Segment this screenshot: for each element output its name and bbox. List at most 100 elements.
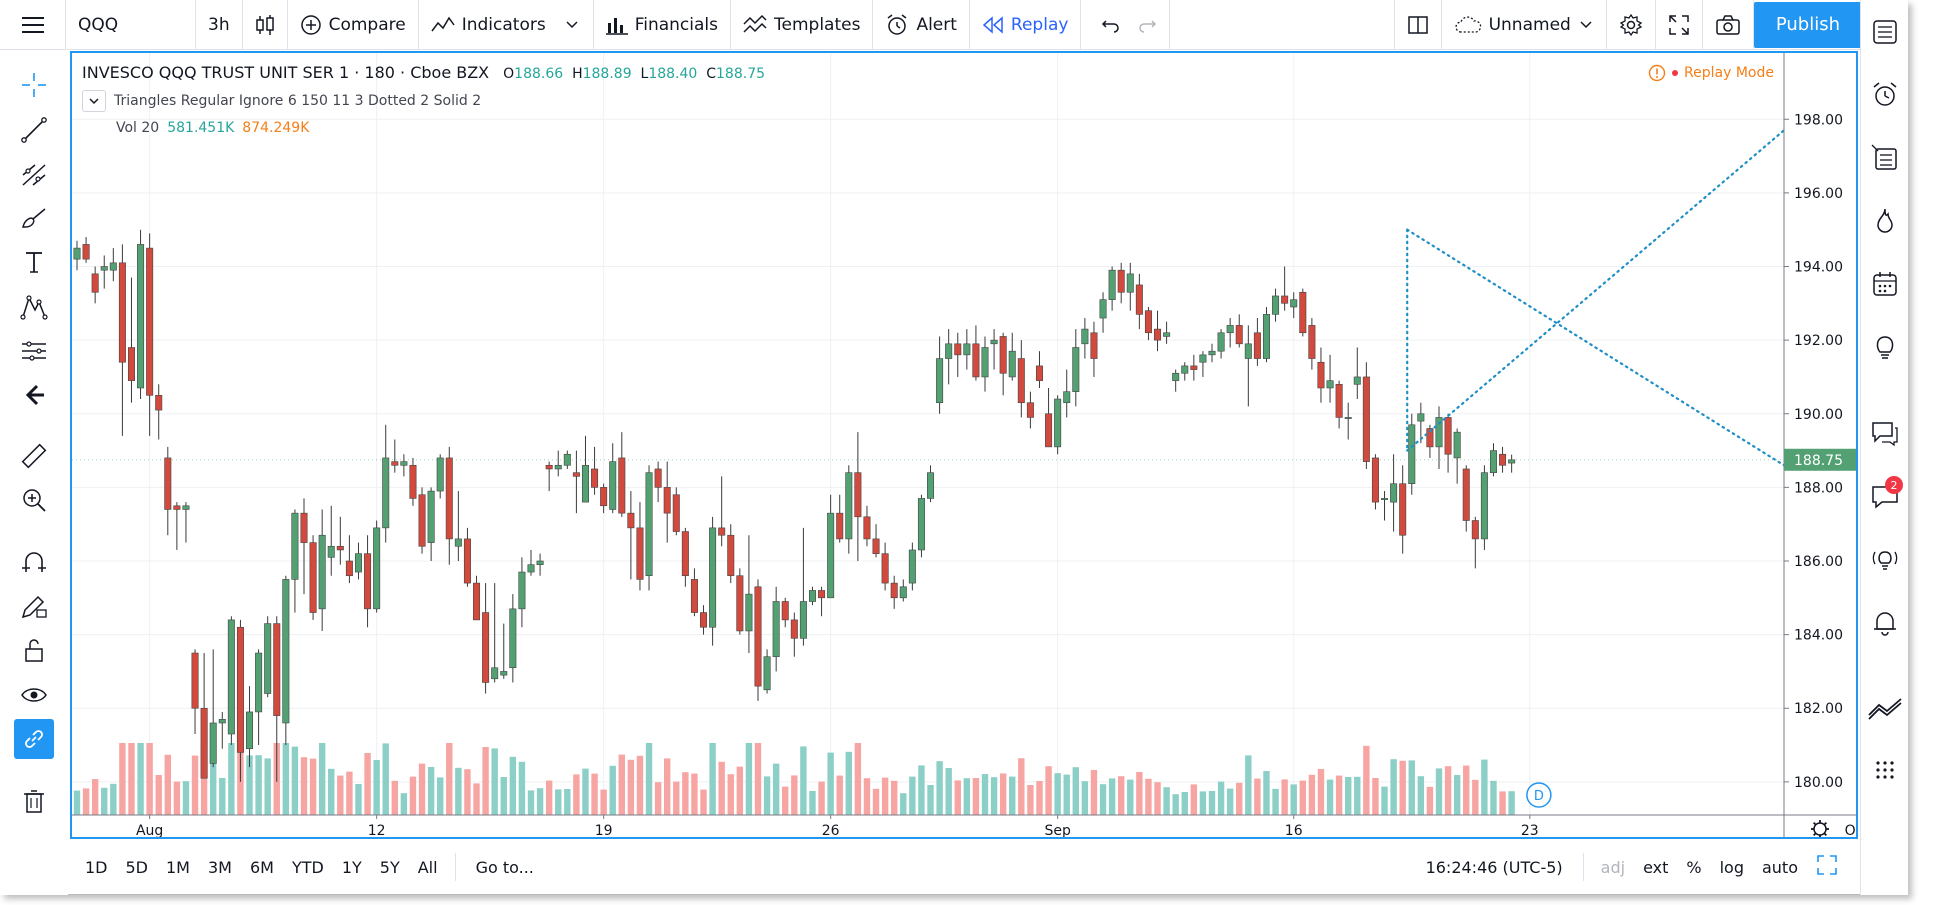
candle[interactable] (327, 505, 335, 576)
candle[interactable] (536, 553, 544, 576)
candle[interactable] (1172, 369, 1180, 392)
candle[interactable] (827, 494, 835, 599)
candle[interactable] (1253, 318, 1261, 366)
candle[interactable] (345, 535, 353, 584)
messages-button[interactable]: 2 (1865, 476, 1905, 516)
candle[interactable] (1108, 266, 1116, 311)
range-1m[interactable]: 1M (166, 857, 190, 877)
candle[interactable] (182, 502, 190, 543)
candle[interactable] (482, 583, 490, 694)
candle[interactable] (1054, 395, 1062, 455)
candle[interactable] (1063, 369, 1071, 418)
candle[interactable] (1462, 465, 1470, 532)
candle[interactable] (945, 329, 953, 385)
redo-button[interactable] (1129, 0, 1171, 50)
candle[interactable] (1335, 380, 1343, 429)
candle[interactable] (1499, 446, 1507, 473)
candle[interactable] (727, 524, 735, 584)
visibility-tool[interactable] (14, 675, 54, 715)
candle[interactable] (318, 509, 326, 631)
candle[interactable] (736, 568, 744, 635)
candle[interactable] (881, 542, 889, 591)
hotlists-button[interactable] (1865, 201, 1905, 241)
candle[interactable] (1281, 266, 1289, 311)
candle[interactable] (236, 619, 244, 782)
candle[interactable] (908, 542, 916, 591)
ideas-button[interactable] (1865, 327, 1905, 367)
back-button[interactable] (14, 375, 54, 415)
data-window-button[interactable] (1865, 138, 1905, 178)
candle[interactable] (191, 649, 199, 735)
chart-pane[interactable]: 198.00 196.00 194.00 192.00 190.00 188.00 186.… (70, 51, 1858, 839)
collapse-legend-button[interactable] (82, 90, 106, 112)
candle[interactable] (1381, 491, 1389, 521)
remove-drawings-tool[interactable] (14, 781, 54, 821)
chevron-down-icon[interactable] (563, 19, 581, 31)
candle[interactable] (1371, 454, 1379, 510)
candle[interactable] (1235, 314, 1243, 348)
candle[interactable] (137, 229, 145, 400)
watchlist-button[interactable] (1865, 12, 1905, 52)
candle[interactable] (1208, 343, 1216, 363)
templates-button[interactable]: Templates (731, 0, 874, 50)
candle[interactable] (1017, 340, 1025, 418)
candle[interactable] (1299, 288, 1307, 337)
candle[interactable] (427, 487, 435, 561)
candle[interactable] (118, 244, 126, 436)
candle[interactable] (927, 465, 935, 503)
candle[interactable] (291, 509, 299, 613)
candle[interactable] (300, 498, 308, 595)
candle[interactable] (1144, 307, 1152, 341)
candle[interactable] (1008, 332, 1016, 381)
candle[interactable] (1453, 428, 1461, 484)
candle[interactable] (1272, 288, 1280, 322)
candle[interactable] (227, 616, 235, 746)
candle[interactable] (1244, 325, 1252, 407)
volume-legend[interactable]: Vol 20 581.451K 874.249K (116, 120, 310, 136)
trendline-tool[interactable] (14, 110, 54, 150)
candle[interactable] (373, 520, 381, 613)
trading-panel-button[interactable] (1865, 688, 1905, 728)
candle[interactable] (127, 277, 135, 403)
candle[interactable] (354, 542, 362, 580)
candle[interactable] (781, 597, 789, 628)
notifications-button[interactable] (1865, 602, 1905, 642)
candle[interactable] (1262, 307, 1270, 363)
candle[interactable] (990, 329, 998, 370)
price-chart[interactable]: 198.00 196.00 194.00 192.00 190.00 188.00 186.… (72, 53, 1856, 837)
alerts-button[interactable] (1865, 75, 1905, 115)
candle[interactable] (954, 332, 962, 377)
ruler-tool[interactable] (14, 436, 54, 476)
replay-mode-indicator[interactable]: Replay Mode (1648, 64, 1774, 82)
candle[interactable] (1290, 292, 1298, 319)
candle[interactable] (409, 457, 417, 506)
percent-toggle[interactable]: % (1686, 857, 1702, 877)
goto-button[interactable]: Go to... (475, 857, 534, 877)
candle[interactable] (1126, 262, 1134, 311)
candle[interactable] (745, 535, 753, 654)
candle[interactable] (1326, 354, 1334, 403)
triangle-trendline[interactable] (1406, 228, 1786, 467)
financials-button[interactable]: Financials (594, 0, 732, 50)
candle[interactable] (609, 443, 617, 514)
magnet-tool[interactable] (14, 542, 54, 582)
candle[interactable] (1099, 292, 1107, 333)
range-3m[interactable]: 3M (207, 857, 232, 877)
candle[interactable] (146, 233, 154, 436)
candle[interactable] (246, 686, 254, 768)
chats-button[interactable] (1865, 413, 1905, 453)
candle[interactable] (1217, 329, 1225, 359)
candle[interactable] (1471, 516, 1479, 569)
candle[interactable] (1480, 465, 1488, 550)
settings-button[interactable] (1607, 0, 1656, 50)
candle[interactable] (690, 568, 698, 617)
lock-tool[interactable] (14, 630, 54, 670)
candle[interactable] (336, 516, 344, 565)
adj-toggle[interactable]: adj (1600, 857, 1626, 877)
candle[interactable] (1308, 318, 1316, 370)
candle[interactable] (799, 527, 807, 646)
replay-button[interactable]: Replay (970, 0, 1082, 50)
candle[interactable] (109, 248, 117, 282)
candle[interactable] (1444, 413, 1452, 473)
candle[interactable] (890, 575, 898, 609)
